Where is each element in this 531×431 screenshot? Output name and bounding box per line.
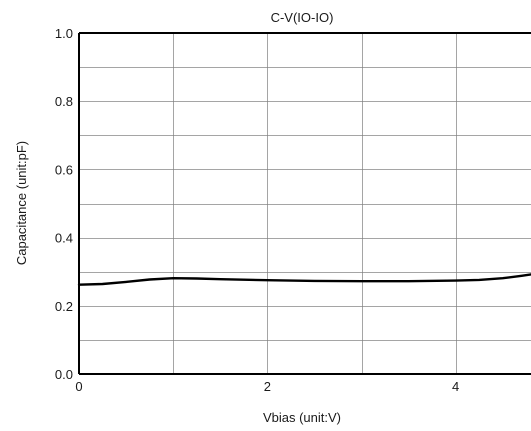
y-tick-label: 0.6 [55,162,73,177]
x-tick-label: 4 [452,379,459,394]
y-tick-label: 0.8 [55,94,73,109]
x-tick-label: 0 [75,379,82,394]
plot-frame [78,32,531,375]
y-tick-label: 0.0 [55,367,73,382]
y-axis-label: Capacitance (unit:pF) [14,141,29,265]
y-tick-label: 0.2 [55,299,73,314]
y-tick-label: 0.4 [55,231,73,246]
tick-labels: 0.0 0.2 0.4 0.6 0.8 1.0 0 2 4 [55,26,459,394]
series-layer [77,273,531,286]
x-axis-label: Vbias (unit:V) [263,410,341,425]
x-tick-label: 2 [264,379,271,394]
grid-layer [79,33,531,374]
y-tick-label: 1.0 [55,26,73,41]
chart-title: C-V(IO-IO) [271,10,334,25]
series-line [77,273,531,286]
